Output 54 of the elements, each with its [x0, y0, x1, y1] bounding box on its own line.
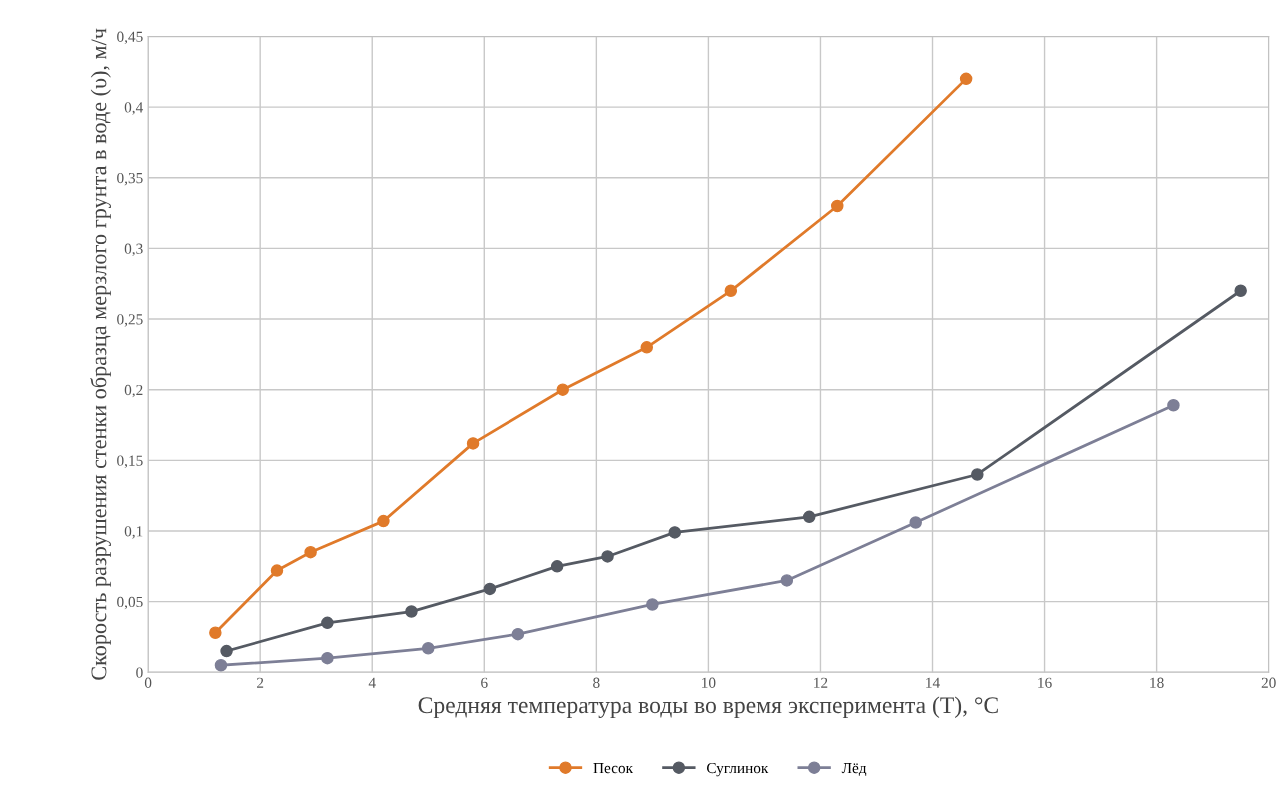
point [959, 72, 973, 86]
y-tick-label: 0,25 [117, 314, 143, 327]
point [270, 564, 284, 577]
point [724, 284, 738, 298]
x-tick-label: 2 [257, 677, 264, 688]
point [1234, 284, 1247, 298]
point [220, 644, 233, 658]
x-tick-label: 14 [926, 677, 940, 688]
x-tick-label: 4 [368, 677, 376, 688]
point [304, 545, 317, 559]
point [646, 598, 659, 611]
point [466, 437, 480, 450]
point [214, 658, 228, 672]
x-tick-label: 12 [814, 677, 828, 688]
point [780, 574, 794, 587]
point [556, 383, 569, 396]
legend-label: Песок [593, 763, 634, 774]
x-tick-label: 6 [481, 677, 488, 688]
x-tick-label: 16 [1038, 677, 1052, 688]
point [668, 526, 682, 539]
point [321, 651, 334, 665]
point [601, 550, 614, 563]
point [971, 468, 984, 481]
y-tick-label: 0,15 [117, 455, 143, 468]
point [377, 514, 390, 528]
point [321, 616, 334, 630]
x-tick-label: 0 [144, 677, 152, 688]
y-tick-label: 0,45 [117, 31, 143, 45]
point [511, 627, 525, 641]
y-tick-label: 0,3 [124, 243, 143, 257]
y-tick-label: 0,1 [124, 526, 143, 539]
point [640, 341, 654, 354]
point [405, 605, 418, 618]
legend-label: Лёд [841, 763, 867, 776]
y-tick-label: 0 [136, 667, 143, 678]
point [422, 642, 435, 655]
x-tick-label: 10 [702, 677, 716, 688]
point [483, 582, 497, 596]
point [909, 516, 922, 529]
y-tick-label: 0,2 [124, 384, 143, 398]
point [209, 626, 222, 639]
point [550, 560, 564, 573]
y-axis-title: Скорость разрушения стенки образца мерзлого грунта в воде (υ), м/ч [90, 28, 111, 680]
legend-label: Суглинок [706, 762, 769, 777]
y-tick-label: 0,05 [117, 596, 143, 610]
x-axis-title: Средняя температура воды во время эксперимента (Т), °С [418, 696, 998, 719]
y-tick-label: 0,35 [117, 172, 143, 186]
point [831, 199, 844, 213]
point [802, 510, 816, 524]
x-tick-label: 18 [1150, 677, 1164, 688]
x-tick-label: 8 [593, 677, 600, 688]
y-tick-label: 0,4 [124, 102, 144, 115]
x-tick-label: 20 [1261, 677, 1276, 688]
point [1167, 398, 1180, 412]
